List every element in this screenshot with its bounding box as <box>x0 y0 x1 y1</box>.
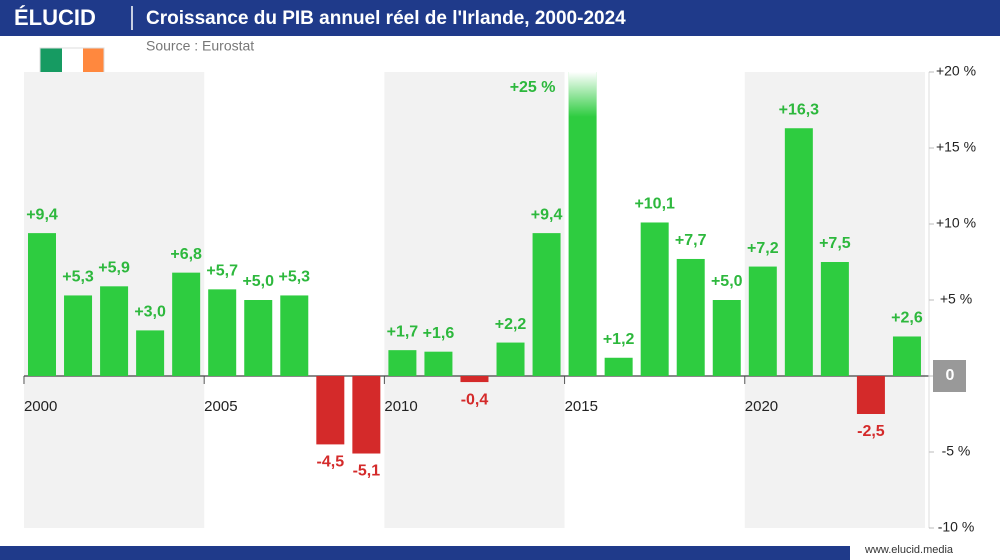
value-label: +5,9 <box>98 260 130 277</box>
x-tick-label: 2010 <box>384 398 417 415</box>
value-label: +9,4 <box>26 206 58 223</box>
value-label: +3,0 <box>134 304 166 321</box>
y-tick-label: -10 % <box>938 519 975 535</box>
x-tick-label: 2005 <box>204 398 237 415</box>
bar <box>676 258 705 376</box>
x-tick-label: 2000 <box>24 398 57 415</box>
footer-bar <box>0 546 1000 560</box>
x-tick-label: 2020 <box>745 398 778 415</box>
x-tick-label: 2015 <box>565 398 598 415</box>
y-tick-label: +20 % <box>936 63 976 79</box>
value-label: +7,7 <box>675 232 707 249</box>
value-label: -2,5 <box>857 423 885 440</box>
footer-url: www.elucid.media <box>864 544 954 556</box>
bar <box>712 300 741 376</box>
bar <box>532 233 561 376</box>
bar <box>172 272 201 376</box>
value-label: +7,5 <box>819 235 851 252</box>
value-label: +10,1 <box>634 196 675 213</box>
bar <box>388 350 417 376</box>
bar <box>424 351 453 376</box>
bar <box>640 222 669 376</box>
value-label: -5,1 <box>353 463 381 480</box>
value-label: +25 % <box>510 79 556 96</box>
bar <box>820 262 849 376</box>
logo: ÉLUCID <box>14 5 96 30</box>
y-tick-label: +15 % <box>936 139 976 155</box>
bar <box>604 357 633 376</box>
bar <box>748 266 777 376</box>
value-label: -4,5 <box>317 454 345 471</box>
bar <box>352 376 381 454</box>
y-tick-label: +5 % <box>940 291 972 307</box>
value-label: +7,2 <box>747 240 779 257</box>
value-label: +2,6 <box>891 310 923 327</box>
value-label: +5,3 <box>278 269 310 286</box>
bar <box>496 342 525 376</box>
value-label: +9,4 <box>531 206 563 223</box>
bar <box>568 72 597 376</box>
bar <box>892 336 921 376</box>
bar <box>136 330 165 376</box>
bar <box>460 376 489 383</box>
footer-box <box>850 540 1000 560</box>
value-label: +5,3 <box>62 269 94 286</box>
header-bar <box>0 0 1000 36</box>
y-tick-label: -5 % <box>942 443 971 459</box>
value-label: -0,4 <box>461 391 489 408</box>
value-label: +5,7 <box>206 263 238 280</box>
bar <box>100 286 129 376</box>
bar <box>64 295 93 376</box>
value-label: +1,2 <box>603 331 635 348</box>
value-label: +5,0 <box>242 273 274 290</box>
value-label: +1,6 <box>423 325 455 342</box>
bar <box>244 300 273 376</box>
y-tick-label: +10 % <box>936 215 976 231</box>
bar-fade <box>568 72 597 117</box>
bar <box>28 233 56 376</box>
bar <box>316 376 345 445</box>
value-label: +6,8 <box>170 246 202 263</box>
y-tick-label: 0 <box>946 367 955 384</box>
value-label: +1,7 <box>387 323 419 340</box>
value-label: +2,2 <box>495 316 527 333</box>
chart-title: Croissance du PIB annuel réel de l'Irlan… <box>146 8 626 29</box>
value-label: +16,3 <box>779 101 820 118</box>
bar <box>784 128 813 376</box>
zero-box <box>933 360 966 392</box>
bar <box>208 289 237 376</box>
bar <box>280 295 309 376</box>
bar <box>856 376 885 414</box>
chart-subtitle: Source : Eurostat <box>146 38 254 54</box>
value-label: +5,0 <box>711 273 743 290</box>
